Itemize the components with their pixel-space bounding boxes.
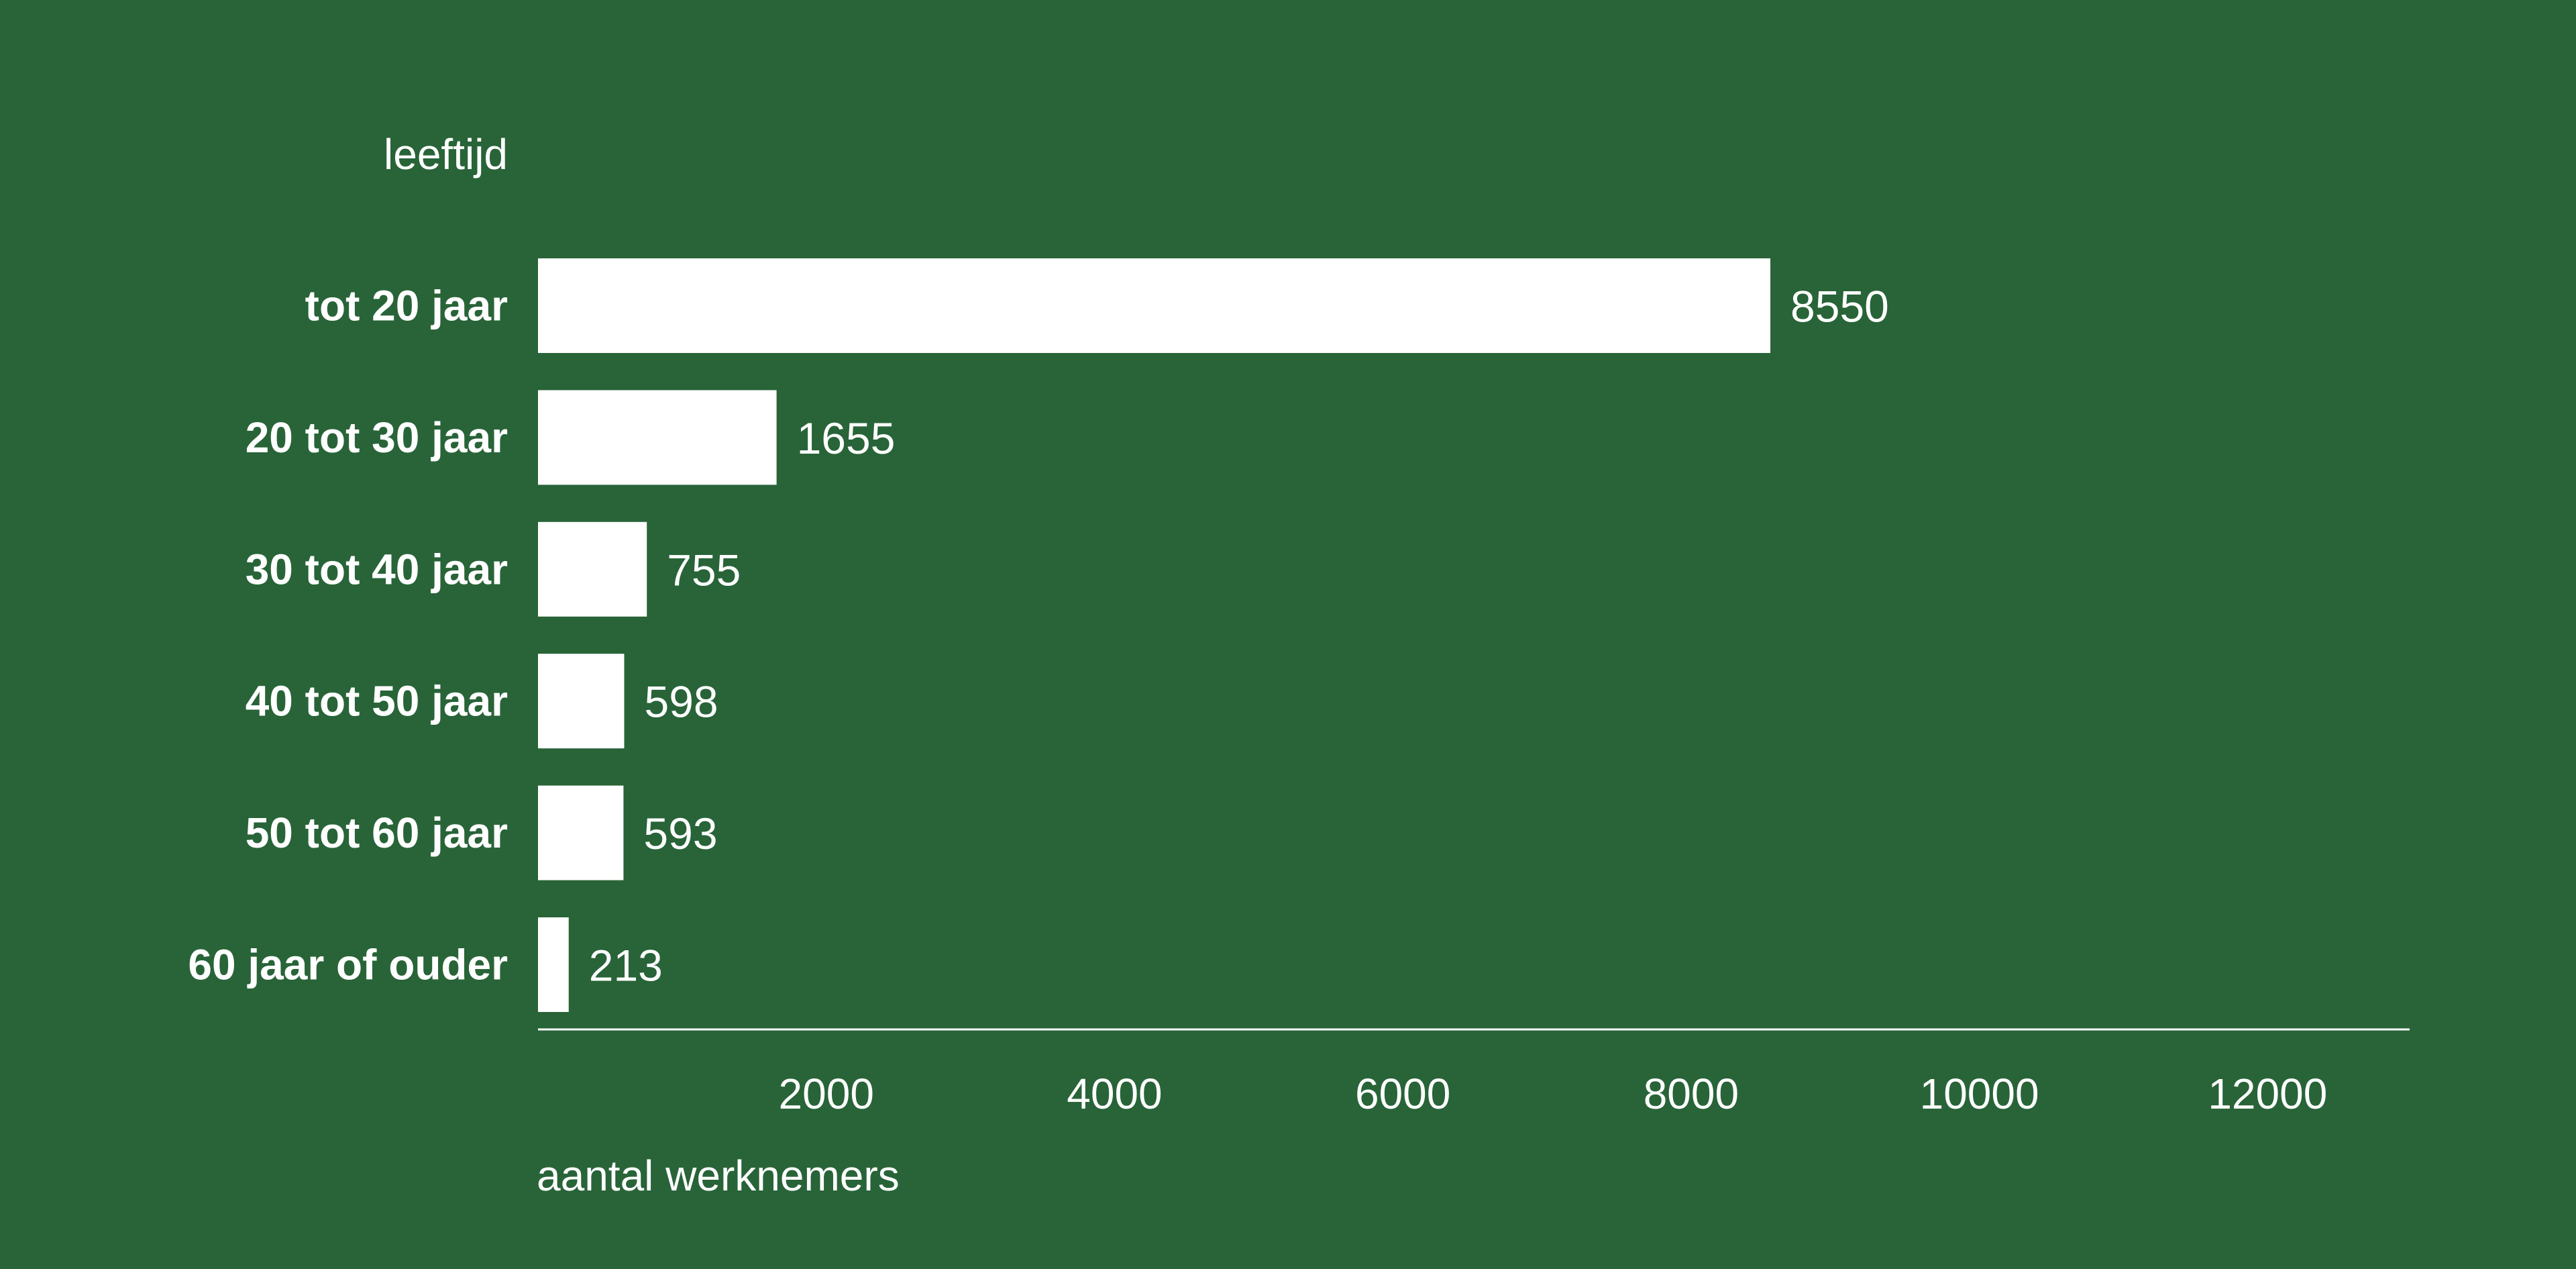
x-tick-label: 4000 bbox=[1067, 1070, 1162, 1118]
x-tick-label: 12000 bbox=[2208, 1070, 2327, 1118]
bar bbox=[538, 917, 569, 1012]
data-label: 593 bbox=[643, 809, 717, 858]
data-label: 8550 bbox=[1790, 282, 1889, 332]
category-label: tot 20 jaar bbox=[305, 282, 508, 330]
category-label: 50 tot 60 jaar bbox=[246, 809, 508, 857]
bar-group: tot 20 jaar 8550 20 tot 30 jaar 1655 30 tot … bbox=[188, 258, 1889, 1012]
data-label: 213 bbox=[589, 941, 663, 991]
category-label: 60 jaar of ouder bbox=[188, 941, 508, 989]
bar bbox=[538, 654, 625, 749]
x-tick-label: 2000 bbox=[779, 1070, 874, 1118]
bar bbox=[538, 258, 1771, 353]
category-label: 20 tot 30 jaar bbox=[246, 413, 508, 462]
bar bbox=[538, 785, 624, 880]
data-label: 755 bbox=[667, 545, 741, 595]
data-label: 598 bbox=[644, 677, 718, 727]
x-axis-title: aantal werknemers bbox=[537, 1152, 900, 1200]
x-tick-label: 10000 bbox=[1920, 1070, 2039, 1118]
category-label: 40 tot 50 jaar bbox=[246, 677, 508, 725]
x-tick-label: 8000 bbox=[1644, 1070, 1739, 1118]
bar bbox=[538, 521, 647, 617]
x-tick-label: 6000 bbox=[1355, 1070, 1450, 1118]
x-axis-ticks: 2000 4000 6000 8000 10000 12000 bbox=[779, 1070, 2328, 1118]
data-label: 1655 bbox=[797, 413, 896, 463]
y-axis-title: leeftijd bbox=[384, 130, 508, 179]
category-label: 30 tot 40 jaar bbox=[246, 545, 508, 593]
bar bbox=[538, 390, 777, 485]
